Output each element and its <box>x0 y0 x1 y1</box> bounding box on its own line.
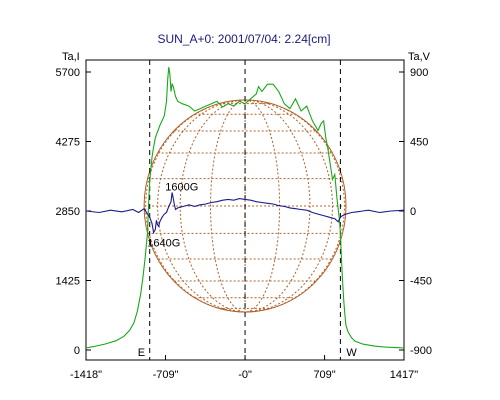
left-tick-label: 1425 <box>56 276 80 288</box>
meridian-line <box>245 99 281 313</box>
left-tick-label: 5700 <box>56 67 80 79</box>
axis-ticks: -1418" -709" -0" 709" 1417" 5700 4275 2850 1425 0… <box>56 67 433 381</box>
left-tick-label: 4275 <box>56 137 80 149</box>
x-tick-label: 1417" <box>390 369 418 381</box>
right-tick-label: 0 <box>410 206 416 218</box>
right-tick-label: -900 <box>410 345 432 357</box>
annotation-label: 1600G <box>165 181 198 193</box>
limb-marker-label: E <box>138 347 145 359</box>
right-tick-label: -450 <box>410 276 432 288</box>
series-lines <box>85 67 405 349</box>
right-tick-label: 900 <box>410 67 428 79</box>
meridian-line <box>179 99 246 313</box>
meridian-line <box>245 99 345 313</box>
right-axis-label: Ta,V <box>408 51 431 63</box>
annotation-label: 1640G <box>147 238 180 250</box>
x-tick-label: -0" <box>238 369 252 381</box>
polarization-series-line <box>85 192 405 235</box>
meridian-line <box>145 99 246 313</box>
x-tick-label: -709" <box>153 369 179 381</box>
meridian-line <box>245 99 333 313</box>
meridian-line <box>245 99 311 313</box>
left-tick-label: 0 <box>74 345 80 357</box>
meridian-line <box>210 99 246 313</box>
chart-title: SUN_A+0: 2001/07/04: 2.24[cm] <box>157 32 330 46</box>
right-tick-label: 450 <box>410 137 428 149</box>
annotations: 1600G 1640G <box>147 181 198 249</box>
limb-marker-label: W <box>346 347 357 359</box>
left-tick-label: 2850 <box>56 206 80 218</box>
intensity-series-line <box>85 67 405 349</box>
meridian-line <box>157 99 246 313</box>
x-tick-label: -1418" <box>70 369 102 381</box>
x-tick-label: 709" <box>313 369 335 381</box>
left-axis-label: Ta,I <box>62 51 80 63</box>
